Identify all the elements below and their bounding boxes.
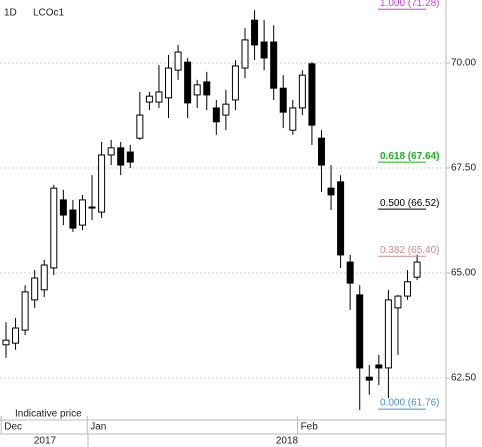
candle-body <box>31 277 39 301</box>
candle-body <box>50 187 58 269</box>
candle-body <box>136 114 144 139</box>
candle-body <box>184 61 192 104</box>
candle-body <box>222 103 230 116</box>
candle-body <box>155 91 163 103</box>
y-tick-label: 70.00 <box>451 58 476 69</box>
candle-body <box>356 294 364 369</box>
candle-body <box>165 67 173 99</box>
candle-body <box>40 264 48 291</box>
candle-body <box>251 19 259 46</box>
year-label: 2018 <box>276 436 299 447</box>
candle-body <box>413 261 421 278</box>
candle-body <box>203 81 211 96</box>
y-tick-label: 62.50 <box>451 373 476 384</box>
candle-body <box>231 65 239 101</box>
candle-body <box>117 147 125 166</box>
fib-label: 0.500 (66.52) <box>380 198 440 209</box>
candle-body <box>88 206 96 209</box>
candle-body <box>346 261 354 284</box>
candle-body <box>337 181 345 256</box>
year-label: 2017 <box>34 436 57 447</box>
fib-label: 0.000 (61.76) <box>380 398 440 409</box>
candle-body <box>145 95 153 103</box>
candle-body <box>59 199 67 216</box>
candle-body <box>279 87 287 113</box>
candle-body <box>270 41 278 89</box>
candle-body <box>289 107 297 131</box>
note: Indicative price <box>15 409 82 420</box>
candle-body <box>298 74 306 109</box>
y-tick-label: 67.50 <box>451 163 476 174</box>
y-tick-label: 65.00 <box>451 268 476 279</box>
interval: 1D <box>4 8 17 19</box>
fib-label: 1.000 (71.28) <box>380 0 440 9</box>
candle-body <box>404 281 412 297</box>
candle-body <box>317 137 325 166</box>
candle-body <box>212 107 220 123</box>
x-tick-label: Dec <box>4 422 22 433</box>
candle-body <box>193 84 201 96</box>
candle-body <box>21 291 29 331</box>
candle-body <box>126 151 134 163</box>
candle-body <box>12 327 20 344</box>
candle-body <box>98 154 106 213</box>
candle-body <box>241 39 249 69</box>
candle-body <box>2 339 10 346</box>
x-tick-label: Feb <box>301 422 319 433</box>
candle-body <box>69 209 77 229</box>
candle-body <box>375 364 383 369</box>
symbol: LCOc1 <box>33 8 65 19</box>
candle-body <box>107 147 115 156</box>
candle-body <box>384 299 392 369</box>
x-tick-label: Jan <box>90 422 106 433</box>
candle-body <box>308 63 316 126</box>
candle-body <box>365 376 373 381</box>
candle-body <box>78 199 86 226</box>
candle-body <box>327 187 335 196</box>
candle-body <box>260 41 268 59</box>
fib-label: 0.382 (65.40) <box>380 245 440 256</box>
fib-label: 0.618 (67.64) <box>380 151 440 162</box>
candle-body <box>174 51 182 71</box>
candle-body <box>394 295 402 309</box>
